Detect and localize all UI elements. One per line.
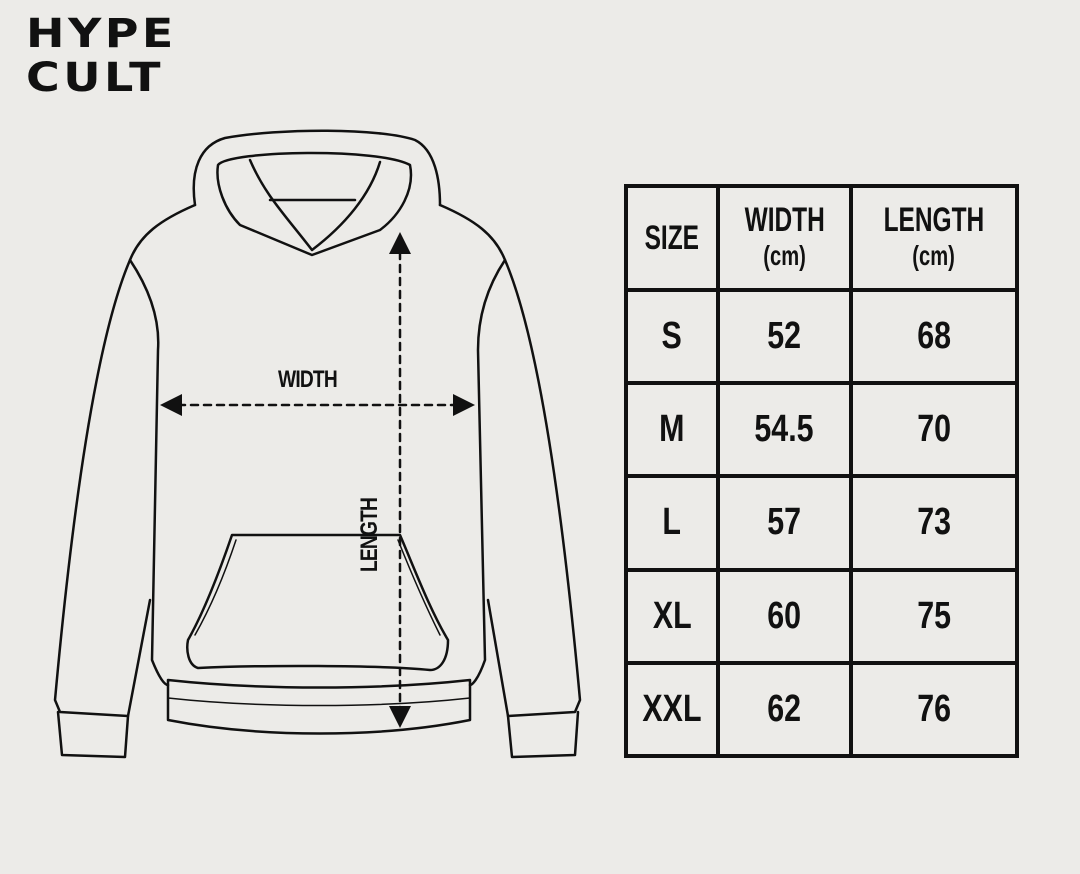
brand-line-1: HYPE <box>26 11 177 57</box>
table-row: S 52 68 <box>624 287 1019 386</box>
size-chart-table: SIZE WIDTH (cm) LENGTH (cm) S 52 68 M 54.5 70 … <box>624 184 1019 759</box>
length-cell: 75 <box>849 567 1019 665</box>
length-cell: 73 <box>849 474 1019 572</box>
brand-line-2: CULT <box>26 55 164 101</box>
header-length: LENGTH (cm) <box>849 184 1019 292</box>
brand-logo: HYPE CULT <box>26 12 177 100</box>
length-cell: 70 <box>849 381 1019 479</box>
table-row: XL 60 75 <box>624 567 1019 665</box>
table-header-row: SIZE WIDTH (cm) LENGTH (cm) <box>624 184 1019 292</box>
width-cell: 54.5 <box>715 381 854 479</box>
table-row: L 57 73 <box>624 474 1019 572</box>
width-cell: 57 <box>715 474 854 572</box>
table-row: XXL 62 76 <box>624 660 1019 759</box>
header-width: WIDTH (cm) <box>715 184 854 292</box>
length-label: LENGTH <box>356 497 383 572</box>
hoodie-illustration <box>53 129 582 759</box>
size-cell: XL <box>624 567 720 665</box>
width-label: WIDTH <box>278 366 338 393</box>
size-cell: L <box>624 474 720 572</box>
size-cell: M <box>624 381 720 479</box>
size-cell: S <box>624 287 720 386</box>
length-cell: 76 <box>849 660 1019 759</box>
header-size: SIZE <box>624 184 720 292</box>
length-cell: 68 <box>849 287 1019 386</box>
width-cell: 60 <box>715 567 854 665</box>
size-cell: XXL <box>624 660 720 759</box>
width-cell: 52 <box>715 287 854 386</box>
width-cell: 62 <box>715 660 854 759</box>
table-row: M 54.5 70 <box>624 381 1019 479</box>
